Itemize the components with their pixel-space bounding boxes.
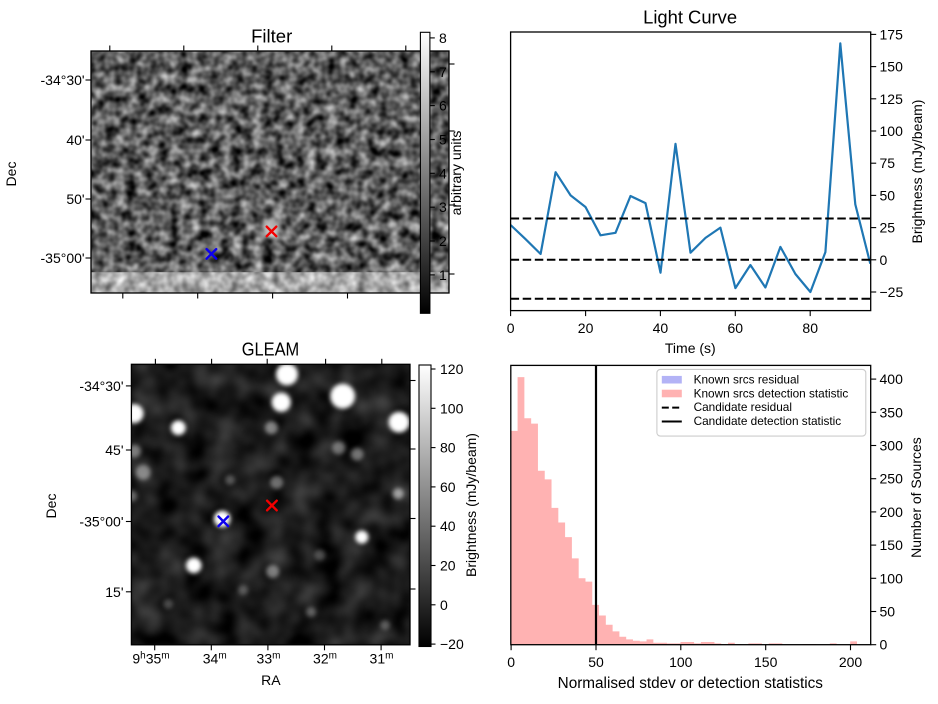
svg-text:Dec: Dec [43,494,59,519]
svg-text:20: 20 [440,558,456,574]
svg-text:Number of Sources: Number of Sources [908,437,924,558]
svg-text:-34°30': -34°30' [79,378,123,394]
svg-text:150: 150 [880,59,904,75]
svg-text:8: 8 [439,30,447,46]
svg-text:6: 6 [439,98,447,114]
svg-text:−20: −20 [440,636,464,652]
svg-text:Light Curve: Light Curve [643,7,737,28]
svg-text:40: 40 [653,320,669,336]
svg-text:15': 15' [105,584,123,600]
svg-text:GLEAM: GLEAM [242,339,300,360]
svg-text:0: 0 [880,252,888,268]
svg-text:40': 40' [66,132,84,148]
svg-text:50': 50' [66,191,84,207]
svg-text:250: 250 [880,471,904,487]
svg-text:Filter: Filter [251,25,292,46]
svg-text:-35°00': -35°00' [79,514,123,530]
svg-text:50: 50 [880,187,896,203]
svg-text:400: 400 [880,371,904,387]
svg-text:−25: −25 [880,284,904,300]
svg-text:50: 50 [588,654,604,670]
svg-text:100: 100 [669,654,693,670]
svg-text:0: 0 [507,654,515,670]
svg-text:25: 25 [880,220,896,236]
svg-text:Brightness (mJy/beam): Brightness (mJy/beam) [463,433,479,577]
svg-text:Brightness (mJy/beam): Brightness (mJy/beam) [909,100,925,244]
svg-text:100: 100 [880,570,904,586]
svg-text:125: 125 [880,91,904,107]
svg-text:120: 120 [440,361,464,377]
svg-text:-34°30': -34°30' [41,72,85,88]
svg-text:5: 5 [439,132,447,148]
svg-text:175: 175 [880,26,904,42]
svg-text:100: 100 [880,123,904,139]
svg-text:0: 0 [440,597,448,613]
svg-text:Candidate detection statistic: Candidate detection statistic [694,414,842,428]
svg-text:Time (s): Time (s) [665,340,716,356]
svg-text:7: 7 [439,64,447,80]
svg-text:0: 0 [507,320,515,336]
svg-text:4: 4 [439,165,447,181]
svg-text:150: 150 [754,654,778,670]
svg-text:Candidate residual: Candidate residual [694,400,792,414]
svg-text:3: 3 [439,199,447,215]
svg-text:20: 20 [578,320,594,336]
svg-text:80: 80 [440,440,456,456]
svg-text:2: 2 [439,233,447,249]
svg-text:40: 40 [440,518,456,534]
svg-text:Known srcs residual: Known srcs residual [694,373,800,387]
svg-text:60: 60 [728,320,744,336]
svg-text:75: 75 [880,155,896,171]
svg-text:50: 50 [880,604,896,620]
svg-text:-35°00': -35°00' [41,250,85,266]
svg-text:200: 200 [839,654,863,670]
svg-text:arbitrary units: arbitrary units [448,131,464,216]
svg-text:RA: RA [261,672,281,688]
svg-text:Normalised stdev or detection: Normalised stdev or detection statistics [558,675,824,692]
svg-text:45': 45' [105,442,123,458]
svg-text:300: 300 [880,438,904,454]
svg-text:0: 0 [880,637,888,653]
svg-text:350: 350 [880,404,904,420]
svg-text:Dec: Dec [3,162,19,187]
svg-text:200: 200 [880,504,904,520]
svg-text:1: 1 [439,267,447,283]
svg-text:80: 80 [802,320,818,336]
svg-text:60: 60 [440,479,456,495]
svg-text:150: 150 [880,537,904,553]
svg-text:Known srcs detection statistic: Known srcs detection statistic [694,386,849,400]
svg-text:100: 100 [440,400,464,416]
